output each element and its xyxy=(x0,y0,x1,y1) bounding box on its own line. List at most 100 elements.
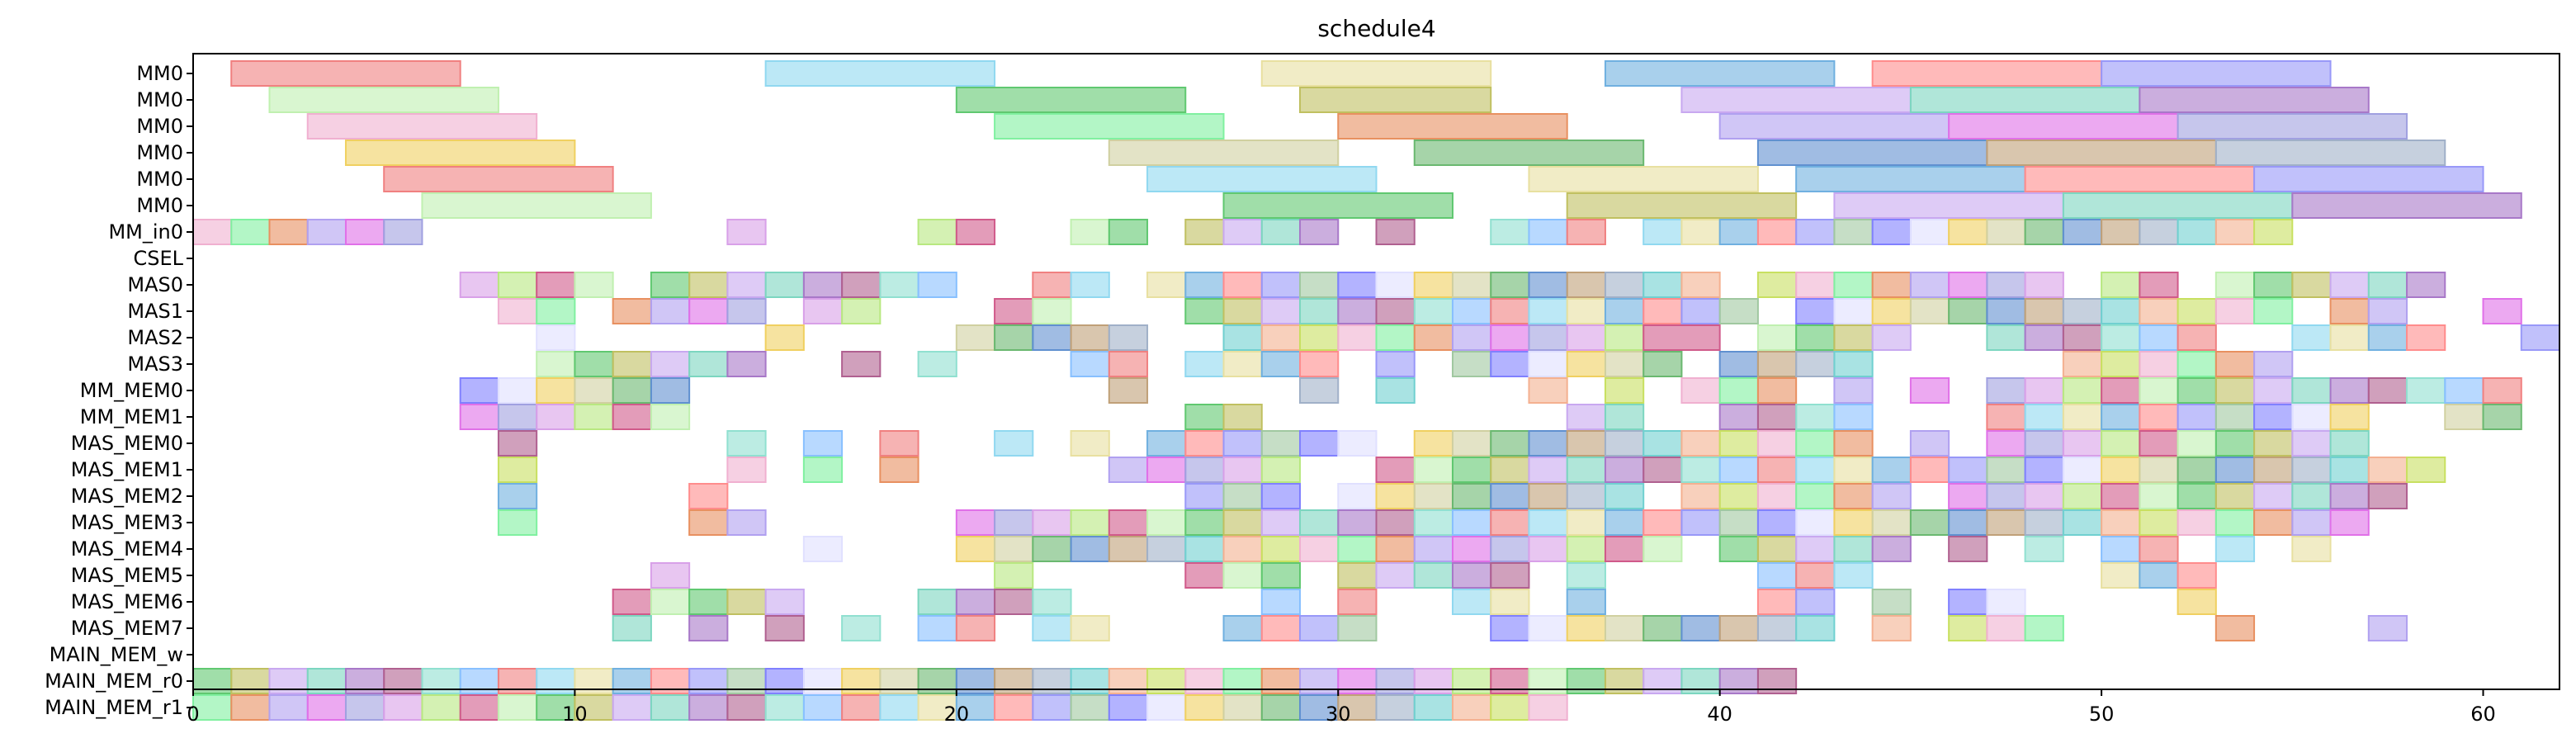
task-bar xyxy=(1986,615,2026,641)
task-bar xyxy=(688,589,729,615)
task-bar xyxy=(1413,140,1645,166)
task-bar xyxy=(955,219,996,245)
task-bar xyxy=(841,351,882,377)
task-bar xyxy=(2329,509,2370,536)
task-bar xyxy=(1260,615,1302,641)
task-bar xyxy=(2329,457,2370,483)
task-bar xyxy=(536,351,576,377)
task-bar xyxy=(1108,694,1149,721)
task-bar xyxy=(2367,483,2408,509)
task-bar xyxy=(1260,430,1302,457)
task-bar xyxy=(1337,509,1378,536)
task-bar xyxy=(994,562,1034,589)
task-bar xyxy=(1070,694,1110,721)
task-bar xyxy=(1451,589,1492,615)
row-label: MAS_MEM0 xyxy=(71,432,183,455)
task-bar xyxy=(1032,324,1072,351)
task-bar xyxy=(612,298,652,324)
task-bar xyxy=(1375,483,1416,509)
task-bar xyxy=(1260,694,1302,721)
task-bar xyxy=(1146,166,1378,192)
task-bar xyxy=(1833,509,1874,536)
task-bar xyxy=(1604,377,1645,404)
task-bar xyxy=(1604,536,1645,562)
task-bar xyxy=(421,694,461,721)
task-bar xyxy=(2101,377,2141,404)
task-bar xyxy=(1756,272,1798,298)
task-bar xyxy=(2482,298,2522,324)
task-bar xyxy=(1528,694,1568,721)
task-bar xyxy=(1756,219,1798,245)
task-bar xyxy=(1909,509,1950,536)
task-bar xyxy=(2444,404,2484,430)
task-bar xyxy=(1833,457,1874,483)
task-bar xyxy=(383,694,423,721)
task-bar xyxy=(1375,351,1416,377)
task-bar xyxy=(2139,457,2179,483)
task-bar xyxy=(1184,404,1225,430)
task-bar xyxy=(1718,113,1950,140)
task-bar xyxy=(1871,272,1912,298)
task-bar xyxy=(2101,536,2141,562)
task-bar xyxy=(1184,694,1225,721)
task-bar xyxy=(1718,483,1759,509)
task-bar xyxy=(1108,377,1149,404)
row-label: MM0 xyxy=(136,141,183,164)
task-bar xyxy=(1680,219,1721,245)
task-bar xyxy=(2101,219,2141,245)
task-bar xyxy=(1528,377,1568,404)
task-bar xyxy=(1528,483,1568,509)
task-bar xyxy=(1604,60,1836,87)
task-bar xyxy=(1948,615,1988,641)
task-bar xyxy=(1642,509,1683,536)
task-bar xyxy=(1833,298,1874,324)
task-bar xyxy=(1795,272,1836,298)
task-bar xyxy=(1871,324,1912,351)
task-bar xyxy=(1718,430,1759,457)
task-bar xyxy=(1299,298,1340,324)
task-bar xyxy=(2177,483,2217,509)
task-bar xyxy=(2253,430,2294,457)
task-bar xyxy=(802,694,844,721)
task-bar xyxy=(1566,589,1606,615)
task-bar xyxy=(2406,457,2446,483)
task-bar xyxy=(268,694,309,721)
task-bar xyxy=(1337,536,1378,562)
task-bar xyxy=(1986,430,2026,457)
task-bar xyxy=(612,404,652,430)
task-bar xyxy=(421,192,652,219)
row-label: CSEL xyxy=(133,247,183,270)
task-bar xyxy=(306,219,347,245)
task-bar xyxy=(2329,404,2370,430)
task-bar xyxy=(1680,298,1721,324)
task-bar xyxy=(1260,509,1302,536)
task-bar xyxy=(726,589,767,615)
task-bar xyxy=(2214,140,2446,166)
task-bar xyxy=(1833,430,1874,457)
task-bar xyxy=(1260,60,1492,87)
task-bar xyxy=(2062,298,2103,324)
task-bar xyxy=(2101,404,2141,430)
task-bar xyxy=(1795,457,1836,483)
task-bar xyxy=(1108,351,1149,377)
task-bar xyxy=(1260,298,1302,324)
task-bar xyxy=(1299,351,1340,377)
task-bar xyxy=(726,457,767,483)
task-bar xyxy=(1642,351,1683,377)
task-bar xyxy=(2367,272,2408,298)
task-bar xyxy=(802,536,844,562)
task-bar xyxy=(1032,694,1072,721)
task-bar xyxy=(1184,536,1225,562)
task-bar xyxy=(726,298,767,324)
row-label: MAS_MEM2 xyxy=(71,485,183,508)
task-bar xyxy=(383,166,614,192)
task-bar xyxy=(1299,430,1340,457)
task-bar xyxy=(1871,219,1912,245)
task-bar xyxy=(1490,483,1530,509)
task-bar xyxy=(1948,457,1988,483)
task-bar xyxy=(1642,272,1683,298)
task-bar xyxy=(1184,483,1225,509)
x-tick-label: 60 xyxy=(2470,703,2496,726)
task-bar xyxy=(917,589,957,615)
task-bar xyxy=(994,324,1034,351)
